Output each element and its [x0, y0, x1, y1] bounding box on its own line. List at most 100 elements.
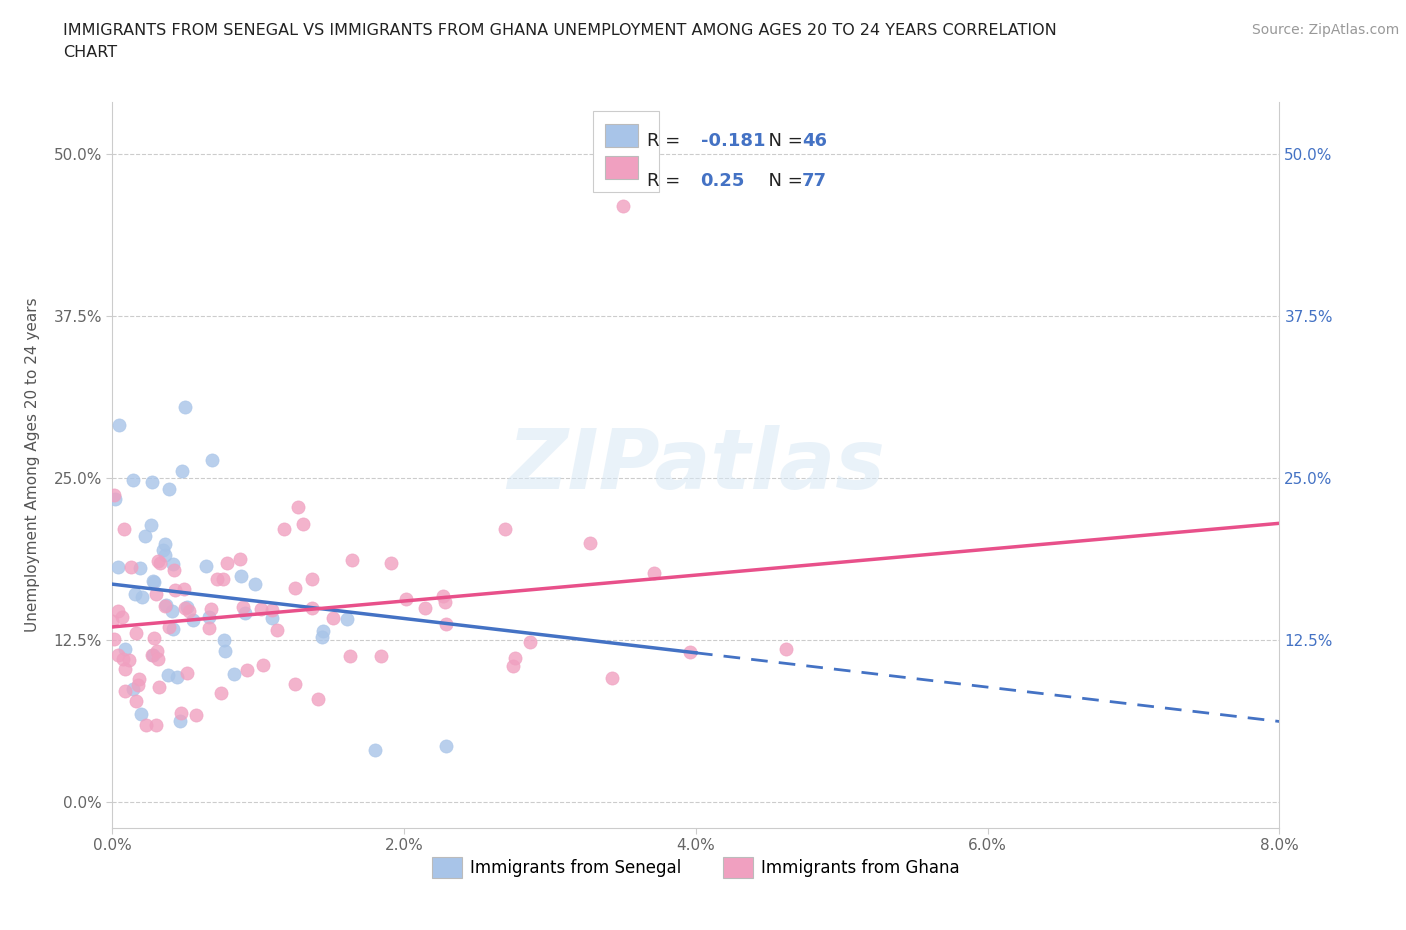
- Point: [433, 595, 456, 610]
- Point: [142, 574, 165, 589]
- Legend: Immigrants from Senegal, Immigrants from Ghana: Immigrants from Senegal, Immigrants from…: [425, 850, 967, 884]
- Point: [775, 642, 797, 657]
- Point: [312, 624, 335, 639]
- Point: [104, 492, 127, 507]
- Point: [108, 418, 131, 432]
- Point: [494, 522, 516, 537]
- Text: 46: 46: [801, 132, 827, 150]
- Point: [233, 605, 256, 620]
- Point: [127, 677, 149, 692]
- Point: [155, 537, 177, 551]
- Point: [135, 717, 157, 732]
- Point: [124, 587, 146, 602]
- Point: [600, 671, 623, 685]
- Point: [162, 621, 184, 636]
- Point: [502, 658, 524, 673]
- Point: [111, 610, 134, 625]
- Point: [215, 555, 238, 570]
- Point: [236, 663, 259, 678]
- Point: [165, 583, 187, 598]
- Point: [250, 602, 273, 617]
- Point: [273, 522, 295, 537]
- Point: [162, 557, 184, 572]
- Point: [169, 713, 191, 728]
- Point: [266, 622, 288, 637]
- Point: [336, 612, 359, 627]
- Point: [612, 198, 634, 213]
- Point: [112, 522, 135, 537]
- Point: [141, 474, 163, 489]
- Point: [114, 662, 136, 677]
- Text: 0.25: 0.25: [700, 172, 745, 190]
- Point: [134, 528, 156, 543]
- Point: [432, 588, 454, 603]
- Point: [260, 611, 283, 626]
- Point: [395, 591, 418, 606]
- Point: [195, 558, 218, 573]
- Point: [173, 582, 195, 597]
- Point: [170, 706, 193, 721]
- Point: [209, 685, 232, 700]
- Text: R =: R =: [647, 172, 686, 190]
- Point: [139, 518, 162, 533]
- Point: [121, 472, 143, 487]
- Point: [287, 499, 309, 514]
- Point: [434, 617, 457, 631]
- Point: [307, 691, 329, 706]
- Point: [679, 644, 702, 659]
- Point: [170, 464, 193, 479]
- Point: [229, 568, 252, 583]
- Text: R =: R =: [647, 132, 686, 150]
- Point: [143, 575, 166, 590]
- Point: [413, 601, 436, 616]
- Point: [101, 613, 124, 628]
- Point: [114, 684, 136, 699]
- Point: [380, 556, 402, 571]
- Point: [181, 613, 204, 628]
- Point: [128, 671, 150, 686]
- Point: [176, 665, 198, 680]
- Point: [131, 590, 153, 604]
- Point: [160, 604, 183, 618]
- Point: [145, 586, 167, 601]
- Point: [503, 651, 526, 666]
- Point: [128, 561, 150, 576]
- Point: [152, 542, 174, 557]
- Point: [120, 559, 142, 574]
- Point: [146, 554, 169, 569]
- Point: [198, 610, 221, 625]
- Point: [114, 642, 136, 657]
- Text: -0.181: -0.181: [700, 132, 765, 150]
- Point: [107, 647, 129, 662]
- Point: [370, 648, 392, 663]
- Point: [212, 572, 235, 587]
- Point: [118, 653, 141, 668]
- Point: [284, 580, 307, 595]
- Point: [163, 563, 186, 578]
- Point: [198, 620, 221, 635]
- Point: [339, 648, 361, 663]
- Point: [112, 651, 135, 666]
- Point: [157, 619, 180, 634]
- Point: [177, 604, 200, 618]
- Text: N =: N =: [756, 132, 808, 150]
- Point: [311, 630, 333, 644]
- Point: [222, 666, 245, 681]
- Point: [149, 555, 172, 570]
- Point: [145, 718, 167, 733]
- Point: [200, 601, 222, 616]
- Point: [301, 572, 323, 587]
- Point: [342, 553, 364, 568]
- Point: [260, 603, 283, 618]
- Point: [174, 399, 197, 414]
- Point: [364, 742, 387, 757]
- Point: [153, 599, 176, 614]
- Point: [156, 668, 179, 683]
- Point: [322, 610, 344, 625]
- Point: [301, 601, 323, 616]
- Point: [157, 481, 180, 496]
- Point: [153, 548, 176, 563]
- Point: [146, 644, 169, 658]
- Point: [155, 597, 177, 612]
- Point: [214, 644, 236, 658]
